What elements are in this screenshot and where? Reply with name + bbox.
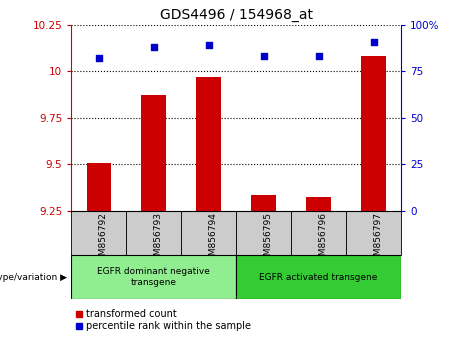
Text: genotype/variation ▶: genotype/variation ▶: [0, 273, 67, 281]
Title: GDS4496 / 154968_at: GDS4496 / 154968_at: [160, 8, 313, 22]
Bar: [196, 77, 221, 211]
Point: [260, 53, 267, 59]
Text: GSM856794: GSM856794: [209, 212, 218, 267]
Bar: [71, 211, 126, 255]
Text: GSM856795: GSM856795: [264, 212, 273, 267]
Text: GSM856796: GSM856796: [319, 212, 328, 267]
Point: [315, 53, 322, 59]
Point: [205, 42, 213, 48]
Bar: [346, 211, 401, 255]
Bar: [87, 164, 111, 211]
Bar: [236, 211, 291, 255]
Bar: [142, 95, 166, 211]
Text: EGFR dominant negative
transgene: EGFR dominant negative transgene: [97, 267, 210, 287]
Bar: [291, 211, 346, 255]
Bar: [361, 56, 386, 211]
Bar: [181, 211, 236, 255]
Text: GSM856797: GSM856797: [373, 212, 383, 267]
Point: [150, 44, 158, 50]
Bar: [236, 255, 401, 299]
Bar: [126, 211, 181, 255]
Bar: [71, 255, 236, 299]
Point: [370, 39, 377, 44]
Text: EGFR activated transgene: EGFR activated transgene: [260, 273, 378, 281]
Text: GSM856792: GSM856792: [99, 212, 108, 267]
Bar: [306, 197, 331, 211]
Legend: transformed count, percentile rank within the sample: transformed count, percentile rank withi…: [77, 309, 251, 331]
Point: [95, 55, 103, 61]
Bar: [251, 195, 276, 211]
Text: GSM856793: GSM856793: [154, 212, 163, 267]
